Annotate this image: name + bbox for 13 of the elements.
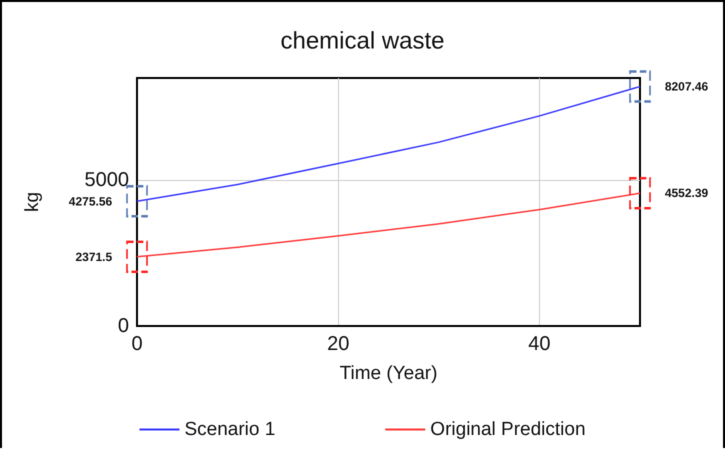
legend-label: Scenario 1: [184, 419, 276, 440]
x-tick-label: 40: [528, 333, 551, 355]
chart-title: chemical waste: [280, 28, 445, 54]
x-tick-label: 20: [327, 333, 350, 355]
data-label: 4552.39: [664, 186, 709, 200]
x-axis-title: Time (Year): [340, 363, 438, 384]
data-label: 8207.46: [664, 80, 709, 94]
data-label: 4275.56: [68, 194, 112, 208]
legend-label: Original Prediction: [430, 419, 586, 440]
x-tick-label: 0: [131, 333, 143, 355]
data-label: 2371.5: [75, 250, 113, 264]
y-tick-label: 5000: [84, 169, 129, 192]
y-axis-title: kg: [22, 192, 43, 212]
